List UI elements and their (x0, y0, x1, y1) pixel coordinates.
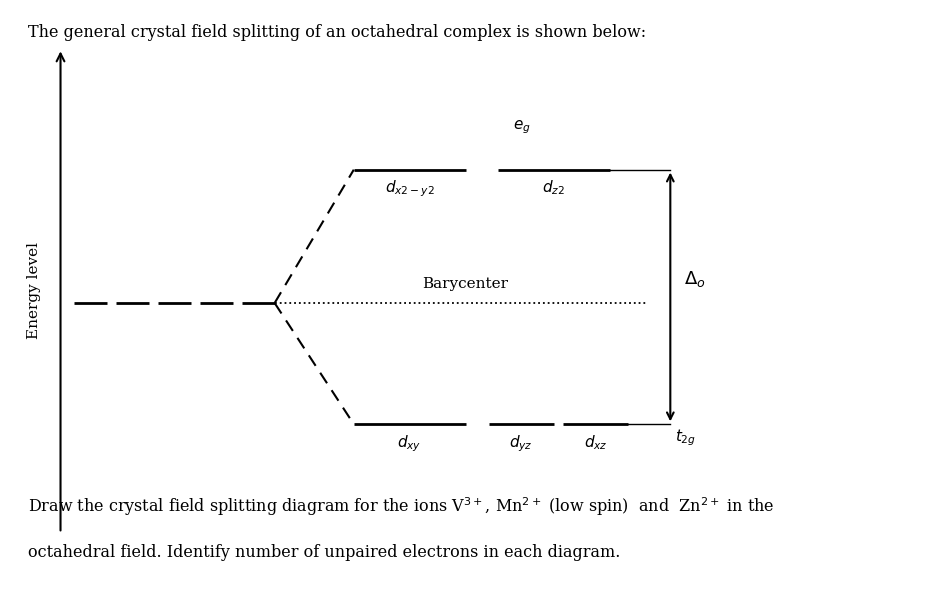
Text: octahedral field. Identify number of unpaired electrons in each diagram.: octahedral field. Identify number of unp… (28, 544, 620, 561)
Text: $d_{xy}$: $d_{xy}$ (398, 433, 422, 454)
Text: $e_g$: $e_g$ (512, 119, 531, 136)
Text: $d_{x2-y2}$: $d_{x2-y2}$ (385, 179, 435, 199)
Text: $t_{2g}$: $t_{2g}$ (675, 427, 696, 448)
Text: $\Delta_o$: $\Delta_o$ (684, 268, 706, 289)
Text: The general crystal field splitting of an octahedral complex is shown below:: The general crystal field splitting of a… (28, 24, 646, 41)
Text: Energy level: Energy level (27, 242, 42, 339)
Text: $d_{xz}$: $d_{xz}$ (584, 433, 608, 452)
Text: $d_{z2}$: $d_{z2}$ (543, 179, 565, 198)
Text: Barycenter: Barycenter (423, 277, 508, 291)
Text: Draw the crystal field splitting diagram for the ions V$^{3+}$, Mn$^{2+}$ (low s: Draw the crystal field splitting diagram… (28, 496, 775, 518)
Text: $d_{yz}$: $d_{yz}$ (509, 433, 533, 454)
